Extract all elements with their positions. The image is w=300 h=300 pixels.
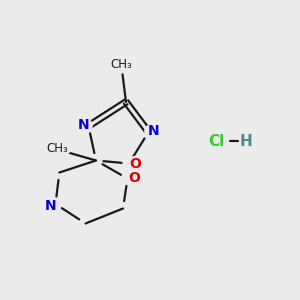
- Text: H: H: [240, 134, 252, 148]
- Text: O: O: [130, 157, 142, 171]
- Ellipse shape: [42, 198, 60, 213]
- Ellipse shape: [126, 157, 145, 172]
- Text: N: N: [77, 118, 89, 132]
- Text: N: N: [45, 199, 57, 212]
- Ellipse shape: [74, 118, 92, 133]
- Text: CH₃: CH₃: [46, 142, 68, 155]
- Ellipse shape: [107, 56, 134, 73]
- Text: Cl: Cl: [208, 134, 224, 148]
- Text: CH₃: CH₃: [110, 58, 132, 71]
- Text: O: O: [128, 171, 140, 185]
- Text: N: N: [148, 124, 160, 138]
- Ellipse shape: [145, 124, 163, 139]
- Ellipse shape: [124, 170, 144, 185]
- Ellipse shape: [44, 140, 70, 157]
